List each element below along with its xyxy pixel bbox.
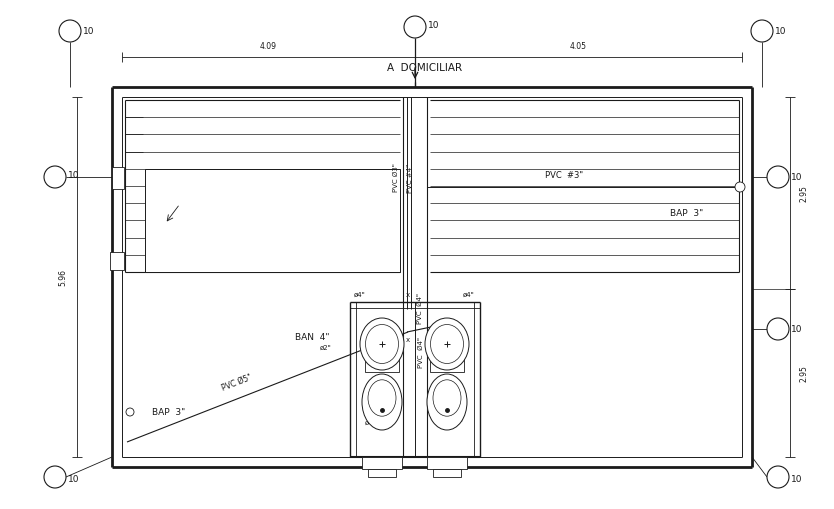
Text: 10: 10: [791, 325, 802, 334]
Text: 4.09: 4.09: [259, 42, 277, 51]
Text: ø4": ø4": [365, 419, 377, 425]
Bar: [362, 457, 402, 469]
Text: BAP  3": BAP 3": [152, 408, 185, 417]
Text: 5.96: 5.96: [58, 269, 67, 286]
Ellipse shape: [365, 325, 399, 364]
Bar: [365, 358, 399, 372]
Text: PVC Ø3": PVC Ø3": [393, 163, 399, 192]
Text: PVC  #3": PVC #3": [545, 171, 583, 180]
Text: PVC  Ø4": PVC Ø4": [418, 337, 424, 368]
Circle shape: [767, 466, 789, 488]
Ellipse shape: [427, 374, 467, 430]
Text: ø4": ø4": [354, 292, 366, 297]
Text: ø2": ø2": [320, 344, 332, 350]
Text: ø4": ø4": [452, 419, 464, 425]
Text: x: x: [406, 336, 410, 343]
Text: A  DOMICILIAR: A DOMICILIAR: [388, 63, 463, 73]
Text: PVC  Ø4": PVC Ø4": [417, 292, 423, 323]
Text: 10: 10: [68, 474, 79, 484]
Text: PVC Ø5": PVC Ø5": [220, 372, 254, 392]
Circle shape: [44, 466, 66, 488]
Text: BAN  4": BAN 4": [295, 333, 330, 342]
Ellipse shape: [360, 318, 404, 370]
Bar: [427, 457, 467, 469]
Circle shape: [767, 318, 789, 341]
Text: 10: 10: [791, 173, 802, 182]
Bar: [110, 252, 124, 270]
Ellipse shape: [425, 318, 469, 370]
Circle shape: [735, 183, 745, 192]
Circle shape: [751, 21, 773, 43]
Text: 4.05: 4.05: [570, 42, 586, 51]
Circle shape: [59, 21, 81, 43]
Ellipse shape: [362, 374, 402, 430]
Text: x: x: [406, 292, 410, 297]
Text: 10: 10: [68, 170, 79, 179]
Ellipse shape: [430, 325, 464, 364]
Text: 10: 10: [428, 21, 440, 31]
Text: PVC #4": PVC #4": [407, 163, 413, 192]
Text: 10: 10: [775, 27, 786, 37]
Bar: [145, 169, 400, 272]
Text: 2.95: 2.95: [800, 365, 809, 382]
Text: 2.95: 2.95: [800, 185, 809, 202]
Circle shape: [126, 408, 134, 416]
Ellipse shape: [368, 380, 396, 416]
Text: 10: 10: [83, 27, 94, 37]
Ellipse shape: [433, 380, 461, 416]
Bar: [368, 469, 396, 477]
Text: ø4": ø4": [463, 292, 475, 297]
Bar: [430, 358, 464, 372]
Text: BAP  3": BAP 3": [671, 208, 704, 217]
Text: 10: 10: [791, 474, 802, 484]
Bar: [112, 167, 124, 190]
Circle shape: [767, 166, 789, 189]
Bar: [433, 469, 461, 477]
Circle shape: [404, 17, 426, 39]
Circle shape: [44, 166, 66, 189]
